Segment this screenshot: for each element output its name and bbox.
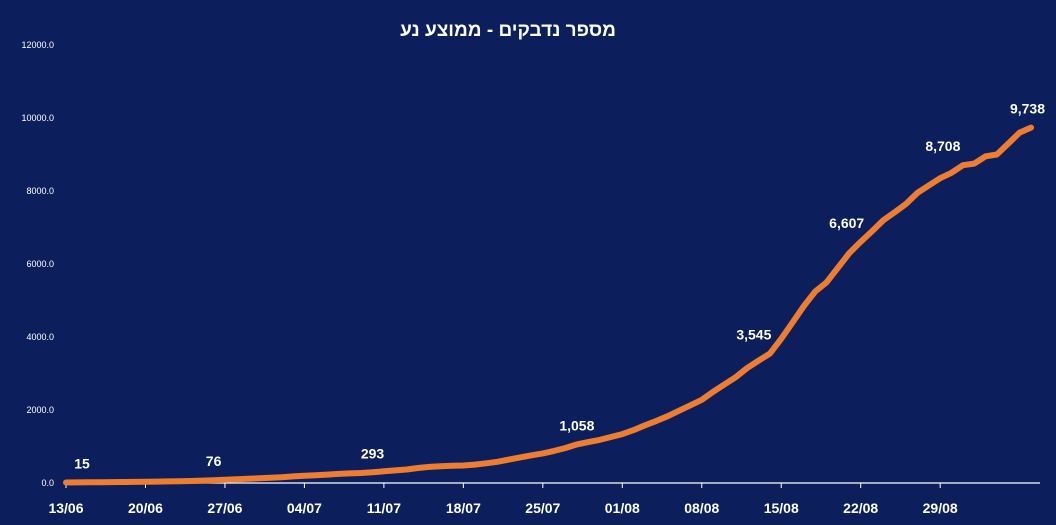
data-label: 3,545 xyxy=(736,327,771,343)
x-tick-label: 01/08 xyxy=(605,500,640,516)
y-tick-label: 2000.0 xyxy=(26,405,54,415)
x-tick-label: 27/06 xyxy=(207,500,242,516)
x-tick-label: 18/07 xyxy=(446,500,481,516)
data-label: 6,607 xyxy=(829,215,864,231)
x-tick-label: 13/06 xyxy=(48,500,83,516)
y-tick-label: 12000.0 xyxy=(21,40,54,50)
x-tick-label: 22/08 xyxy=(843,500,878,516)
y-tick-label: 6000.0 xyxy=(26,259,54,269)
series-line xyxy=(63,124,1034,486)
data-label: 8,708 xyxy=(925,138,960,154)
data-label: 76 xyxy=(206,453,222,469)
x-tick-label: 20/06 xyxy=(128,500,163,516)
data-label: 9,738 xyxy=(1010,101,1045,117)
chart-title: מספר נדבקים - ממוצע נע xyxy=(400,20,616,41)
y-tick-label: 4000.0 xyxy=(26,332,54,342)
x-tick-label: 15/08 xyxy=(764,500,799,516)
y-tick-label: 8000.0 xyxy=(26,186,54,196)
x-tick-label: 11/07 xyxy=(367,500,401,516)
data-label: 15 xyxy=(74,455,90,471)
data-label: 293 xyxy=(361,445,385,461)
x-tick-label: 08/08 xyxy=(684,500,719,516)
data-label: 1,058 xyxy=(559,417,594,433)
y-tick-label: 10000.0 xyxy=(21,113,54,123)
x-tick-label: 25/07 xyxy=(525,500,560,516)
y-tick-label: 0.0 xyxy=(41,478,54,488)
x-tick-label: 29/08 xyxy=(923,500,958,516)
x-tick-label: 04/07 xyxy=(287,500,322,516)
